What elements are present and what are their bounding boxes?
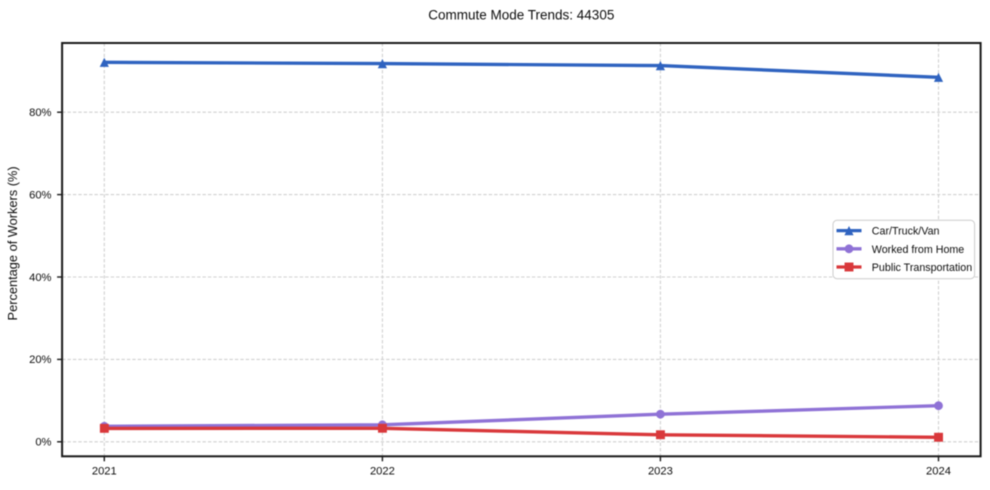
svg-text:60%: 60%	[29, 189, 51, 201]
svg-text:2022: 2022	[370, 466, 395, 478]
svg-text:2021: 2021	[92, 466, 117, 478]
svg-text:2024: 2024	[926, 466, 951, 478]
svg-text:2023: 2023	[648, 466, 673, 478]
svg-text:0%: 0%	[35, 437, 51, 449]
svg-text:Car/Truck/Van: Car/Truck/Van	[872, 226, 940, 238]
svg-text:Percentage of Workers (%): Percentage of Workers (%)	[5, 166, 20, 320]
svg-text:20%: 20%	[29, 354, 51, 366]
svg-text:Commute Mode Trends: 44305: Commute Mode Trends: 44305	[428, 7, 614, 22]
svg-text:Public Transportation: Public Transportation	[872, 262, 972, 274]
svg-text:Worked from Home: Worked from Home	[872, 244, 965, 256]
svg-text:80%: 80%	[29, 107, 51, 119]
svg-text:40%: 40%	[29, 272, 51, 284]
